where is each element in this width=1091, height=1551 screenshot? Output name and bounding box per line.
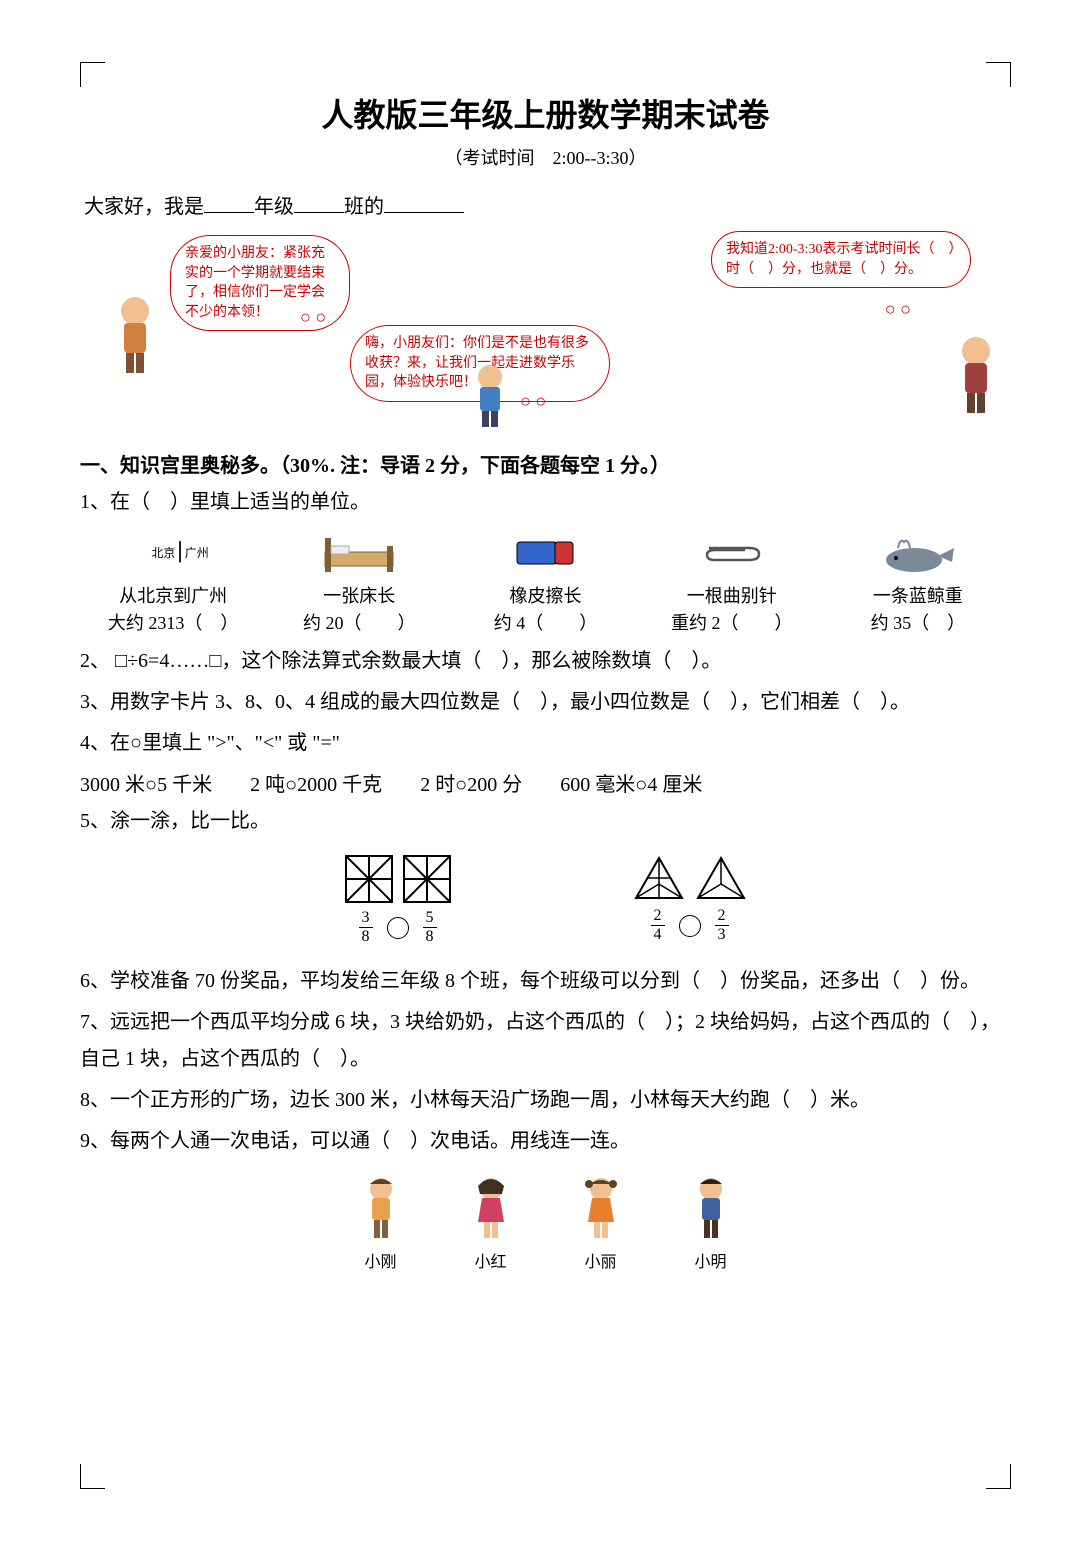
triangle-divided-4-icon: [632, 854, 686, 902]
fraction-compare-left: 38 58: [344, 910, 452, 945]
corner-mark-tl: [80, 62, 105, 87]
child-xiaogang: 小刚: [356, 1174, 406, 1272]
child-icon: [686, 1174, 736, 1244]
unit-line1-2: 橡皮擦长: [452, 583, 638, 610]
bed-icon: [266, 527, 452, 579]
compare-item-1: 2 吨○2000 千克: [250, 768, 382, 797]
compare-item-0: 3000 米○5 千米: [80, 768, 212, 797]
question-7: 7、远远把一个西瓜平均分成 6 块，3 块给奶奶，占这个西瓜的（ ）；2 块给妈…: [80, 1004, 1011, 1078]
unit-item-distance: 北京 ⎮ 广州 从北京到广州 大约 2313（ ）: [80, 527, 266, 637]
unit-item-bed: 一张床长 约 20（ ）: [266, 527, 452, 637]
question-3: 3、用数字卡片 3、8、0、4 组成的最大四位数是（ ），最小四位数是（ ），它…: [80, 684, 1011, 721]
intro-mid2: 班的: [344, 196, 384, 218]
bubble-tail-left: ○ ○: [300, 307, 326, 328]
fraction-section: 38 58 24 23: [80, 854, 1011, 945]
comparison-row: 3000 米○5 千米 2 吨○2000 千克 2 时○200 分 600 毫米…: [80, 768, 1011, 797]
speech-bubble-right: 我知道2:00-3:30表示考试时间长（ ）时（ ）分，也就是（ ）分。: [711, 231, 971, 288]
unit-line1-0: 从北京到广州: [80, 583, 266, 610]
unit-line1-4: 一条蓝鲸重: [825, 583, 1011, 610]
unit-line1-1: 一张床长: [266, 583, 452, 610]
grade-blank[interactable]: [204, 193, 254, 213]
intro-prefix: 大家好，我是: [84, 196, 204, 218]
corner-mark-tr: [986, 62, 1011, 87]
question-8: 8、一个正方形的广场，边长 300 米，小林每天沿广场跑一周，小林每天大约跑（ …: [80, 1082, 1011, 1119]
question-9: 9、每两个人通一次电话，可以通（ ）次电话。用线连一连。: [80, 1123, 1011, 1160]
question-2: 2、 □÷6=4……□，这个除法算式余数最大填（ ），那么被除数填（ ）。: [80, 643, 1011, 680]
compare-circle[interactable]: [387, 917, 409, 939]
page-title: 人教版三年级上册数学期末试卷: [80, 90, 1011, 136]
fraction-compare-right: 24 23: [632, 908, 748, 943]
unit-item-whale: 一条蓝鲸重 约 35（ ）: [825, 527, 1011, 637]
unit-line2-3: 重约 2（ ）: [639, 610, 825, 637]
triangle-divided-3-icon: [694, 854, 748, 902]
fraction-item-left: 38 58: [344, 854, 452, 945]
units-row: 北京 ⎮ 广州 从北京到广州 大约 2313（ ） 一张床长 约 20（ ）: [80, 527, 1011, 637]
section-1-heading: 一、知识宫里奥秘多。（30%. 注：导语 2 分，下面各题每空 1 分。）: [80, 449, 1011, 478]
unit-line2-4: 约 35（ ）: [825, 610, 1011, 637]
name-blank[interactable]: [384, 193, 464, 213]
child-xiaohong: 小红: [466, 1174, 516, 1272]
exam-time-subtitle: （考试时间 2:00--3:30）: [80, 144, 1011, 170]
character-left-icon: [100, 289, 170, 379]
child-icon: [466, 1174, 516, 1244]
square-divided-icon: [344, 854, 394, 904]
bubble-tail-center: ○ ○: [520, 391, 546, 412]
whale-icon: [825, 527, 1011, 579]
fraction-5-8: 58: [423, 910, 437, 945]
map-label-guangzhou: 广州: [185, 546, 209, 560]
cartoon-section: 亲爱的小朋友：紧张充实的一个学期就要结束了，相信你们一定学会不少的本领！ ○ ○…: [80, 229, 1011, 439]
eraser-icon: [452, 527, 638, 579]
question-1: 1、在（ ）里填上适当的单位。: [80, 484, 1011, 521]
map-icon: 北京 ⎮ 广州: [80, 527, 266, 579]
square-divided-icon: [402, 854, 452, 904]
unit-item-eraser: 橡皮擦长 约 4（ ）: [452, 527, 638, 637]
compare-item-3: 600 毫米○4 厘米: [560, 768, 702, 797]
paperclip-icon: [639, 527, 825, 579]
corner-mark-bl: [80, 1464, 105, 1489]
child-name-0: 小刚: [356, 1248, 406, 1272]
unit-line2-1: 约 20（ ）: [266, 610, 452, 637]
child-icon: [576, 1174, 626, 1244]
unit-item-pin: 一根曲别针 重约 2（ ）: [639, 527, 825, 637]
question-6: 6、学校准备 70 份奖品，平均发给三年级 8 个班，每个班级可以分到（ ）份奖…: [80, 963, 1011, 1000]
student-intro: 大家好，我是 年级 班的: [84, 190, 1011, 219]
question-4-intro: 4、在○里填上 ">"、"<" 或 "=": [80, 725, 1011, 762]
unit-line1-3: 一根曲别针: [639, 583, 825, 610]
unit-line2-2: 约 4（ ）: [452, 610, 638, 637]
question-5: 5、涂一涂，比一比。: [80, 803, 1011, 840]
fraction-3-8: 38: [359, 910, 373, 945]
child-xiaoming: 小明: [686, 1174, 736, 1272]
fraction-item-right: 24 23: [632, 854, 748, 945]
squares-row: [344, 854, 452, 904]
child-name-1: 小红: [466, 1248, 516, 1272]
fraction-2-4: 24: [651, 908, 665, 943]
child-name-2: 小丽: [576, 1248, 626, 1272]
intro-mid1: 年级: [254, 196, 294, 218]
compare-circle[interactable]: [679, 915, 701, 937]
fraction-2-3: 23: [715, 908, 729, 943]
bubble-tail-right: ○ ○: [885, 299, 911, 320]
unit-line2-0: 大约 2313（ ）: [80, 610, 266, 637]
class-blank[interactable]: [294, 193, 344, 213]
character-right-icon: [941, 329, 1011, 419]
map-label-beijing: 北京: [151, 546, 175, 560]
corner-mark-br: [986, 1464, 1011, 1489]
triangles-row: [632, 854, 748, 902]
child-name-3: 小明: [686, 1248, 736, 1272]
children-row: 小刚 小红 小丽 小明: [80, 1174, 1011, 1272]
child-icon: [356, 1174, 406, 1244]
compare-item-2: 2 时○200 分: [420, 768, 522, 797]
child-xiaoli: 小丽: [576, 1174, 626, 1272]
character-center-icon: [460, 359, 520, 429]
